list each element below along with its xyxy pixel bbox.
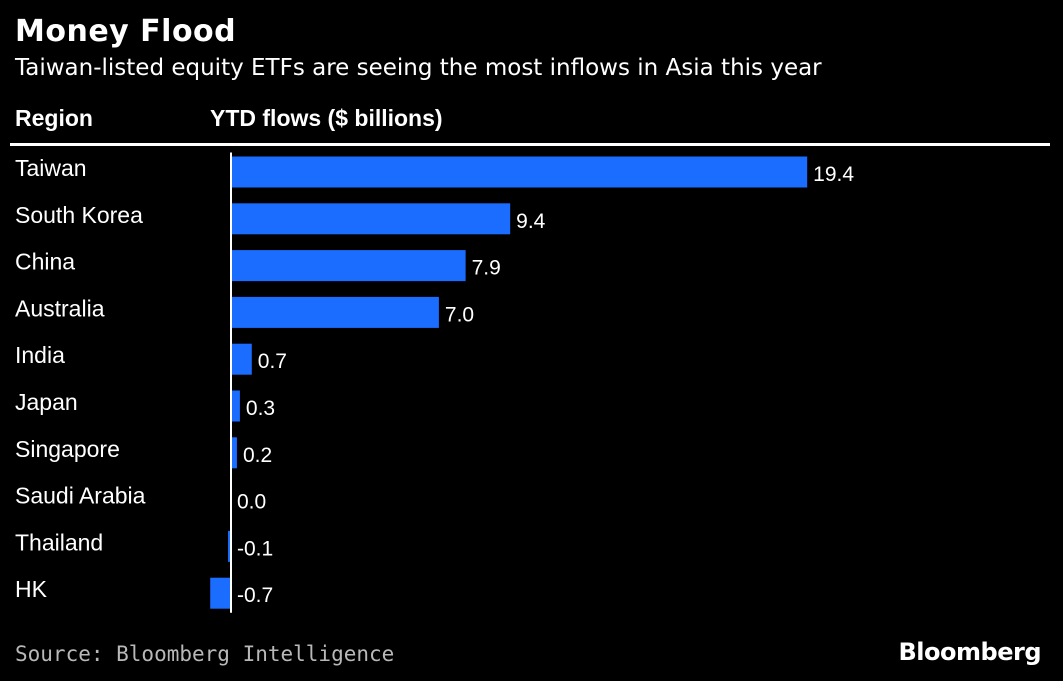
category-label-australia: Australia bbox=[15, 295, 105, 321]
category-label-china: China bbox=[15, 249, 75, 275]
bar-japan bbox=[231, 390, 240, 422]
chart-title: Money Flood bbox=[15, 14, 237, 49]
value-label-south-korea: 9.4 bbox=[516, 210, 546, 233]
region-column-header: Region bbox=[15, 105, 93, 131]
flows-column-header: YTD flows ($ billions) bbox=[210, 105, 443, 131]
bar-australia bbox=[231, 296, 439, 328]
bar-china bbox=[231, 250, 466, 282]
header-rule bbox=[10, 143, 1050, 146]
category-label-hk: HK bbox=[15, 576, 48, 602]
value-label-japan: 0.3 bbox=[246, 397, 275, 420]
source-note: Source: Bloomberg Intelligence bbox=[15, 642, 395, 666]
value-label-taiwan: 19.4 bbox=[813, 163, 854, 186]
bar-hk bbox=[210, 577, 231, 609]
category-label-japan: Japan bbox=[15, 389, 78, 415]
category-label-india: India bbox=[15, 342, 65, 368]
category-label-singapore: Singapore bbox=[15, 436, 120, 462]
value-label-china: 7.9 bbox=[472, 257, 501, 280]
category-label-taiwan: Taiwan bbox=[15, 155, 87, 181]
chart-subtitle: Taiwan-listed equity ETFs are seeing the… bbox=[15, 55, 822, 81]
value-label-singapore: 0.2 bbox=[243, 444, 272, 467]
bloomberg-logo: Bloomberg bbox=[898, 638, 1042, 666]
value-label-australia: 7.0 bbox=[445, 303, 474, 326]
value-label-saudi-arabia: 0.0 bbox=[237, 491, 266, 514]
category-label-thailand: Thailand bbox=[15, 529, 103, 555]
value-label-india: 0.7 bbox=[258, 350, 287, 373]
bar-south-korea bbox=[231, 203, 511, 235]
category-label-south-korea: South Korea bbox=[15, 202, 143, 228]
value-label-thailand: -0.1 bbox=[237, 537, 273, 560]
bar-thailand bbox=[228, 530, 231, 562]
bar-taiwan bbox=[231, 156, 808, 188]
bar-singapore bbox=[231, 437, 237, 469]
value-label-hk: -0.7 bbox=[237, 584, 273, 607]
category-label-saudi-arabia: Saudi Arabia bbox=[15, 483, 146, 509]
bar-india bbox=[231, 343, 252, 375]
